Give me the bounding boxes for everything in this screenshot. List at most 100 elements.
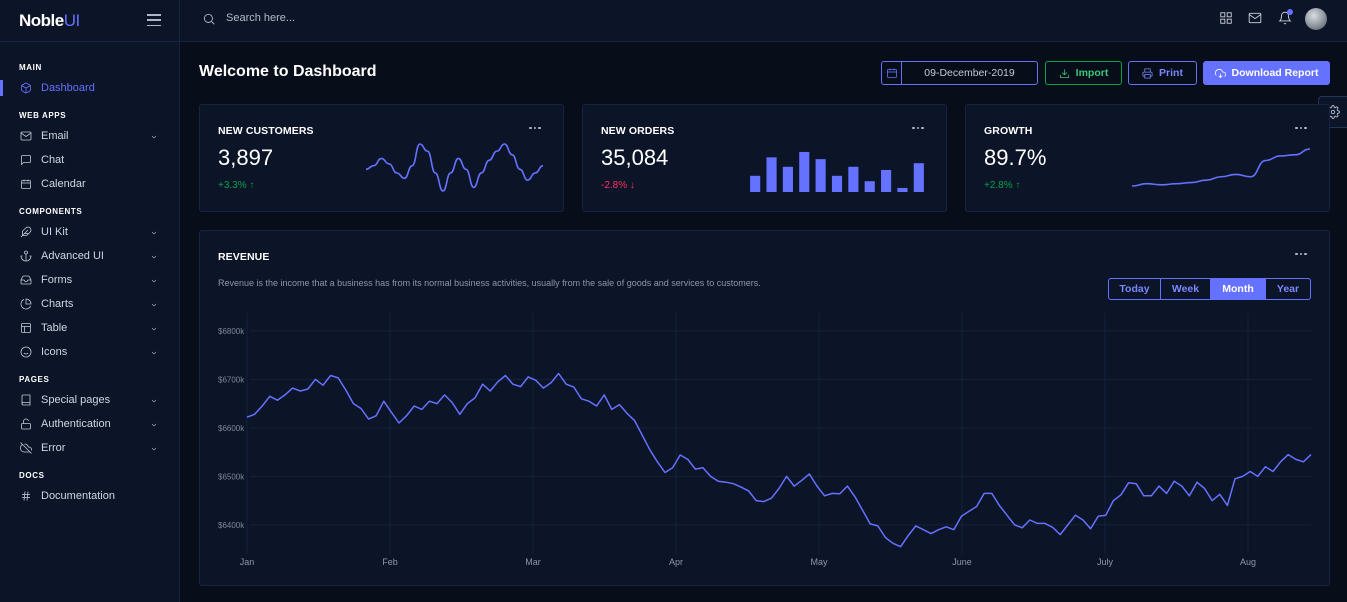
message-square-icon [19,153,33,167]
card-change: +2.8% ↑ [984,180,1020,191]
card-title: GROWTH [984,125,1033,137]
mail-icon[interactable] [1248,11,1264,27]
orders-bar [799,151,810,192]
sidebar-item-label: Charts [41,298,74,310]
arrow-up-icon: ↑ [1015,180,1021,191]
sidebar-category: PAGES [19,375,50,384]
sidebar-item-calendar[interactable]: Calendar [0,172,179,196]
import-button[interactable]: Import [1045,61,1122,85]
sidebar-item-label: Icons [41,346,68,358]
orders-bar [831,175,843,192]
date-picker [881,61,1038,85]
sidebar-item-dashboard[interactable]: Dashboard [0,76,179,100]
sidebar-item-label: Error [41,442,66,454]
change-value: -2.8% [601,180,628,191]
sidebar-item-label: Forms [41,274,73,286]
more-horizontal-icon[interactable] [1295,123,1309,133]
print-button[interactable]: Print [1128,61,1197,85]
chevron-down-icon[interactable] [150,252,158,260]
avatar[interactable] [1305,8,1327,30]
card-title: NEW ORDERS [601,125,675,137]
more-horizontal-icon[interactable] [529,123,543,133]
y-tick-label: $6600k [218,424,245,433]
x-tick-label: May [810,557,828,567]
change-value: +2.8% [984,180,1013,191]
sidebar-item-label: Email [41,130,69,142]
inbox-icon [19,273,33,287]
search-input[interactable] [226,9,526,27]
x-tick-label: Feb [382,557,398,567]
y-tick-label: $6800k [218,327,245,336]
sidebar-item-chat[interactable]: Chat [0,148,179,172]
chevron-down-icon[interactable] [150,300,158,308]
sidebar-item-table[interactable]: Table [0,316,179,340]
range-month-button[interactable]: Month [1211,279,1266,299]
cloud-off-icon [19,441,33,455]
new-orders-sparkline [750,151,924,192]
printer-icon [1142,68,1153,78]
more-horizontal-icon[interactable] [1295,249,1309,259]
revenue-card: REVENUE Revenue is the income that a bus… [199,230,1330,586]
new-customers-sparkline-line [365,143,544,192]
more-horizontal-icon[interactable] [912,123,926,133]
sidebar-item-charts[interactable]: Charts [0,292,179,316]
x-tick-label: June [952,557,972,567]
calendar-icon[interactable] [882,62,902,84]
sidebar-category: WEB APPS [19,111,67,120]
import-label: Import [1075,67,1109,79]
orders-bar [864,181,875,192]
sidebar-item-label: Calendar [41,178,86,190]
sidebar: NobleUI MAIN Dashboard WEB APPS Email Chat Ca… [0,0,180,602]
date-input[interactable] [902,62,1037,84]
sidebar-item-ui-kit[interactable]: UI Kit [0,220,179,244]
sidebar-category: DOCS [19,471,45,480]
chevron-down-icon[interactable] [150,420,158,428]
arrow-up-icon: ↑ [249,180,255,191]
chevron-down-icon[interactable] [150,348,158,356]
card-title: REVENUE [218,251,270,263]
grid-icon[interactable] [1219,11,1235,27]
card-title: NEW CUSTOMERS [218,125,314,137]
range-week-button[interactable]: Week [1161,279,1211,299]
revenue-line [246,372,1312,548]
card-value: 89.7% [984,145,1047,170]
download-report-button[interactable]: Download Report [1203,61,1330,85]
sidebar-item-email[interactable]: Email [0,124,179,148]
chevron-down-icon[interactable] [150,276,158,284]
orders-bar [897,187,908,192]
sidebar-item-authentication[interactable]: Authentication [0,412,179,436]
sidebar-item-label: Documentation [41,490,115,502]
chevron-down-icon[interactable] [150,396,158,404]
print-label: Print [1159,67,1183,79]
range-year-button[interactable]: Year [1266,279,1310,299]
sidebar-item-advanced-ui[interactable]: Advanced UI [0,244,179,268]
range-today-button[interactable]: Today [1109,279,1161,299]
sidebar-item-forms[interactable]: Forms [0,268,179,292]
bell-icon[interactable] [1278,9,1294,27]
feather-icon [19,225,33,239]
menu-toggle-icon[interactable] [147,14,161,26]
sidebar-item-documentation[interactable]: Documentation [0,484,179,508]
sidebar-item-icons[interactable]: Icons [0,340,179,364]
chevron-down-icon[interactable] [150,228,158,236]
change-value: +3.3% [218,180,247,191]
chevron-down-icon[interactable] [150,324,158,332]
smile-icon [19,345,33,359]
sidebar-item-label: Special pages [41,394,111,406]
notification-dot [1287,9,1293,15]
sidebar-nav: MAIN Dashboard WEB APPS Email Chat Calendar CO… [0,42,179,508]
x-tick-label: Apr [669,557,683,567]
mail-icon [19,129,33,143]
sidebar-item-special-pages[interactable]: Special pages [0,388,179,412]
download-cloud-icon [1214,68,1226,78]
new-customers-sparkline [365,143,544,192]
sidebar-category: MAIN [19,63,42,72]
box-icon [19,81,33,95]
chevron-down-icon[interactable] [150,132,158,140]
orders-bar [815,159,826,192]
sidebar-item-label: Dashboard [41,82,95,94]
sidebar-item-error[interactable]: Error [0,436,179,460]
brand-logo[interactable]: NobleUI [19,11,80,31]
arrow-down-icon: ↓ [629,180,635,191]
chevron-down-icon[interactable] [150,444,158,452]
